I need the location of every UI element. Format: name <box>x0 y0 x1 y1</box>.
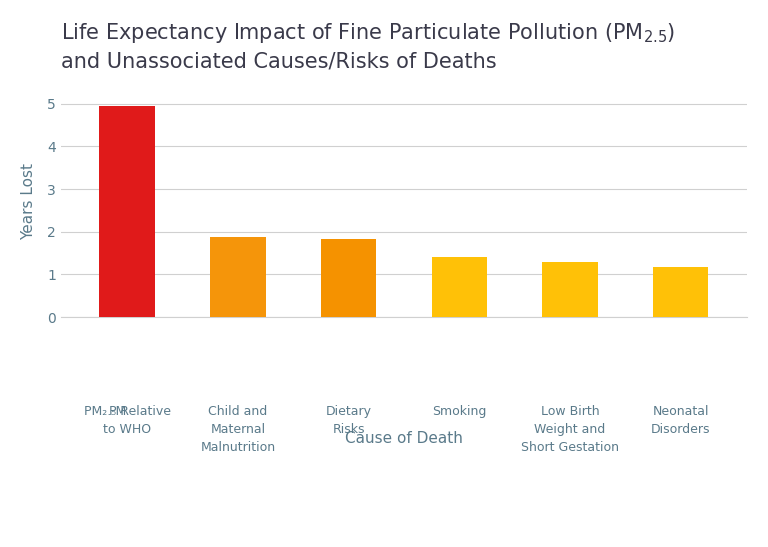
Bar <box>99 106 155 317</box>
Bar <box>542 261 598 317</box>
Bar <box>653 267 708 317</box>
Text: PM: PM <box>109 405 127 418</box>
Bar <box>432 258 487 317</box>
Bar <box>210 237 266 317</box>
Text: Low Birth
Weight and
Short Gestation: Low Birth Weight and Short Gestation <box>521 405 619 453</box>
Bar <box>321 239 376 317</box>
Text: Child and
Maternal
Malnutrition: Child and Maternal Malnutrition <box>200 405 276 453</box>
Text: Life Expectancy Impact of Fine Particulate Pollution (PM$_{2.5}$)
and Unassociat: Life Expectancy Impact of Fine Particula… <box>61 21 675 71</box>
Text: Dietary
Risks: Dietary Risks <box>326 405 372 435</box>
Text: PM₂.₅ Relative
to WHO: PM₂.₅ Relative to WHO <box>84 405 170 435</box>
Text: Neonatal
Disorders: Neonatal Disorders <box>651 405 710 435</box>
X-axis label: Cause of Death: Cause of Death <box>345 431 463 446</box>
Y-axis label: Years Lost: Years Lost <box>21 164 36 240</box>
Text: Smoking: Smoking <box>432 405 486 418</box>
